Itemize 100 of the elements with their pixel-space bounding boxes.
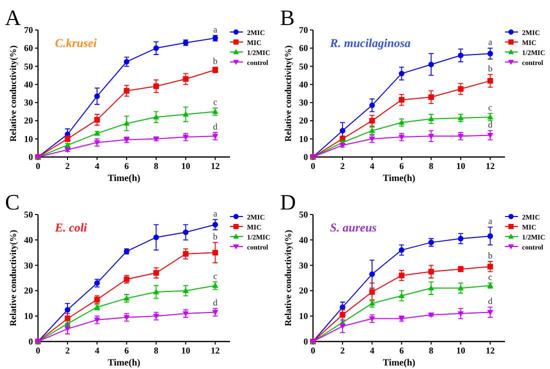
chart-title: D [280,190,296,214]
annotation: d [488,120,493,130]
point [369,289,375,295]
annotation: b [488,250,493,260]
annotation: a [488,37,492,48]
point [458,311,464,317]
point [94,117,100,123]
y-tick-label: 0 [28,336,34,346]
x-tick-label: 4 [94,346,100,356]
annotation: d [212,297,218,308]
x-tick-label: 10 [456,346,466,356]
x-tick-label: 10 [181,161,191,171]
y-tick-label: 30 [24,260,34,270]
annotation: c [213,97,218,108]
x-tick-label: 10 [181,346,191,356]
y-tick-label: 40 [24,234,34,245]
point [487,310,494,316]
x-tick-label: 2 [340,161,346,171]
annotation: c [488,102,492,112]
annotation: a [488,216,492,226]
x-axis-title: Time(h) [108,174,140,184]
y-axis-title: Relative conductivity(%) [8,45,18,142]
annotation: b [212,56,218,66]
x-tick-label: 12 [486,346,496,356]
y-tick-label: 20 [24,116,34,126]
y-tick-label: 50 [299,61,308,72]
y-tick-label: 30 [299,260,308,270]
x-tick-label: 0 [310,161,316,171]
y-axis-title: Relative conductivity(%) [8,230,18,326]
y-tick-label: 10 [299,311,308,322]
point [182,251,188,257]
point [398,272,404,278]
point [487,132,494,138]
point [428,62,434,68]
point [428,268,434,274]
point [182,288,189,293]
y-tick-label: 50 [24,61,34,72]
x-tick-label: 10 [456,161,466,171]
y-tick-label: 20 [24,286,34,296]
y-tick-label: 70 [24,25,34,35]
point [153,270,159,276]
y-tick-label: 60 [24,43,34,54]
x-tick-label: 12 [210,161,220,171]
annotation: E. coli [54,220,88,234]
point [428,285,434,290]
point [487,233,494,239]
y-tick-label: 20 [299,286,308,296]
chart-title: C [5,190,20,214]
y-tick-label: 20 [299,116,308,126]
point [153,45,159,51]
annotation: C.krusei [55,36,98,50]
x-tick-label: 12 [486,161,496,171]
x-tick-label: 0 [36,346,41,356]
x-tick-label: 6 [124,161,130,171]
y-tick-label: 30 [299,98,308,108]
point [182,111,189,117]
y-tick-label: 0 [304,152,308,162]
y-tick-label: 60 [299,43,308,54]
x-tick-label: 0 [36,161,41,171]
point [487,78,494,84]
x-tick-label: 6 [399,346,404,356]
y-tick-label: 50 [299,210,308,220]
point [64,306,70,313]
point [398,70,404,76]
y-tick-label: 0 [28,152,34,162]
x-tick-label: 8 [154,161,159,171]
point [458,236,464,242]
point [458,52,464,58]
y-tick-label: 70 [299,25,308,35]
point [124,88,130,94]
point [64,326,71,332]
annotation: b [488,63,493,74]
point [339,324,346,330]
y-tick-label: 40 [299,234,308,245]
point [153,234,159,240]
point [182,76,188,82]
point [428,94,434,100]
x-axis-title: Time(h) [382,174,416,184]
point [428,134,434,140]
x-tick-label: 4 [370,346,375,356]
x-tick-label: 4 [370,161,375,171]
x-axis-title: Time(h) [108,358,140,368]
point [487,264,494,270]
point [340,312,346,318]
annotation: c [213,270,218,281]
point [398,97,404,103]
x-tick-label: 8 [428,161,434,171]
point [398,292,405,298]
point [487,50,494,56]
point [124,120,130,126]
y-tick-label: 50 [24,210,34,220]
x-tick-label: 2 [65,161,70,171]
point [153,114,160,120]
point [369,118,375,124]
x-tick-label: 2 [340,346,346,356]
annotation: R. mucilaginosa [329,36,411,50]
point [369,102,375,108]
chart-title: B [280,5,295,30]
point [94,93,100,100]
point [182,229,188,236]
